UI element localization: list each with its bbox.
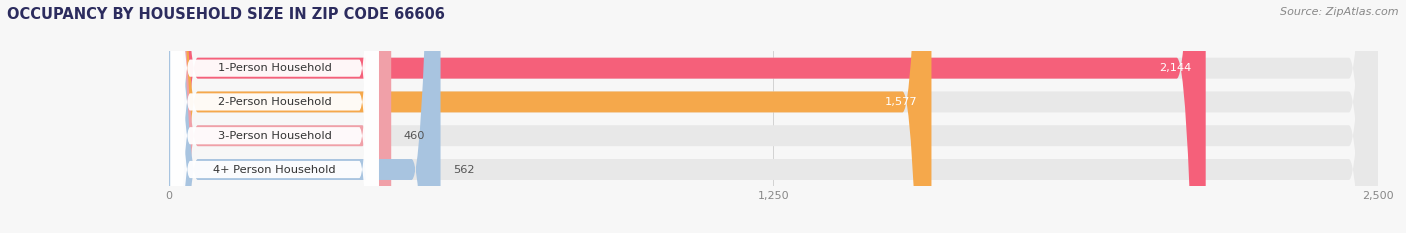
Text: 4+ Person Household: 4+ Person Household — [214, 164, 336, 175]
FancyBboxPatch shape — [170, 0, 378, 233]
Text: 2,144: 2,144 — [1159, 63, 1191, 73]
Text: Source: ZipAtlas.com: Source: ZipAtlas.com — [1281, 7, 1399, 17]
FancyBboxPatch shape — [170, 0, 378, 233]
FancyBboxPatch shape — [169, 0, 1378, 233]
Text: 1-Person Household: 1-Person Household — [218, 63, 332, 73]
FancyBboxPatch shape — [169, 0, 1206, 233]
FancyBboxPatch shape — [169, 0, 440, 233]
Text: 1,577: 1,577 — [884, 97, 917, 107]
Text: 460: 460 — [404, 131, 425, 141]
FancyBboxPatch shape — [169, 0, 1378, 233]
FancyBboxPatch shape — [169, 0, 391, 233]
FancyBboxPatch shape — [169, 0, 1378, 233]
FancyBboxPatch shape — [169, 0, 931, 233]
Text: 2-Person Household: 2-Person Household — [218, 97, 332, 107]
FancyBboxPatch shape — [169, 0, 1378, 233]
FancyBboxPatch shape — [170, 0, 378, 233]
Text: OCCUPANCY BY HOUSEHOLD SIZE IN ZIP CODE 66606: OCCUPANCY BY HOUSEHOLD SIZE IN ZIP CODE … — [7, 7, 444, 22]
Text: 3-Person Household: 3-Person Household — [218, 131, 332, 141]
Text: 562: 562 — [453, 164, 474, 175]
FancyBboxPatch shape — [170, 0, 378, 233]
